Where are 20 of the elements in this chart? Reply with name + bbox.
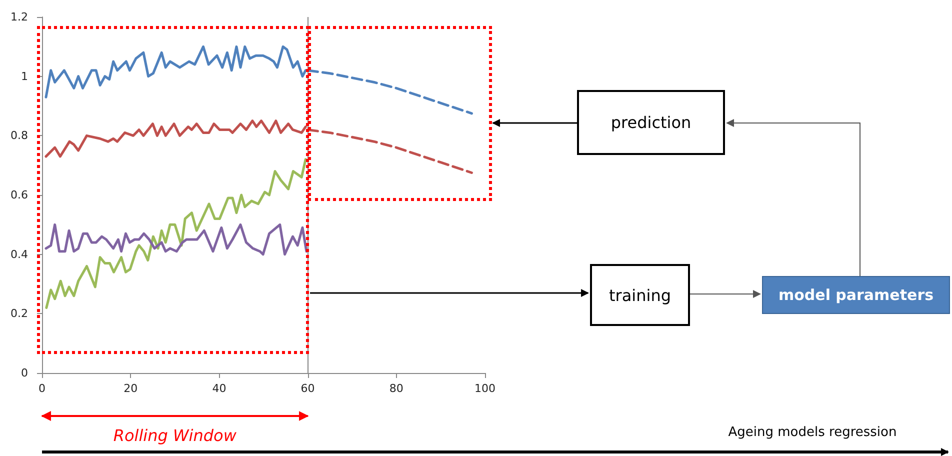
y-tick-label: 0.8: [10, 129, 28, 142]
text: Ageing models regression: [727, 424, 898, 442]
x-tick-label: 20: [124, 382, 138, 395]
text: training: [590, 264, 690, 326]
x-tick-label: 100: [474, 382, 496, 395]
line-series: [45, 158, 307, 309]
line-series: [44, 223, 308, 256]
x-tick-label: 80: [389, 382, 404, 395]
y-tick-label: 1: [21, 70, 28, 83]
x-tick-label: 0: [38, 382, 46, 395]
y-tick-label: 0: [21, 366, 28, 380]
x-tick-label: 40: [212, 382, 226, 395]
y-tick-label: 0.4: [10, 248, 28, 261]
y-tick-label: 0.2: [10, 307, 28, 320]
y-tick-label: 1.2: [10, 10, 28, 24]
y-tick-label: 0.6: [10, 188, 28, 202]
x-tick-label: 60: [300, 382, 315, 395]
text: model parameters: [762, 276, 950, 314]
text: Rolling Window: [112, 424, 238, 446]
text: prediction: [577, 90, 725, 155]
